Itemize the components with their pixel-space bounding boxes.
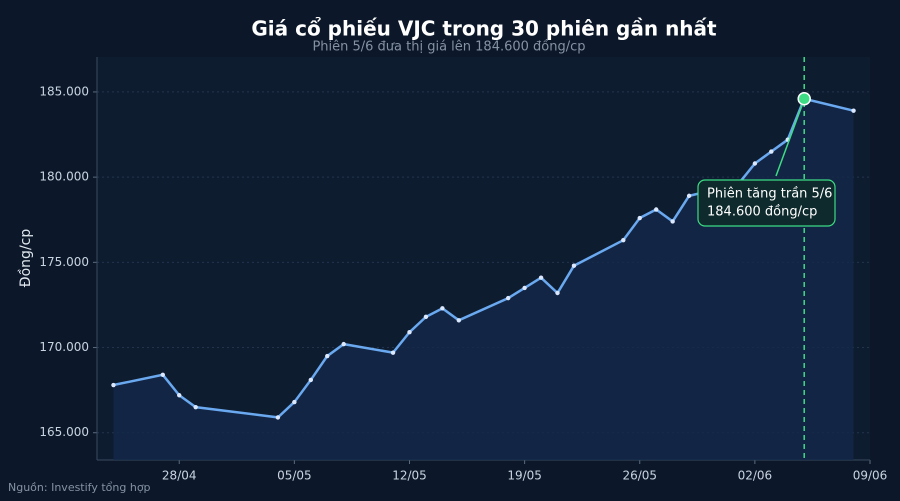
y-tick-label: 175.000: [39, 255, 89, 269]
annotation-text: Phiên tăng trần 5/6: [707, 187, 832, 202]
y-tick-label: 165.000: [39, 425, 89, 439]
point: [686, 193, 692, 199]
point: [111, 382, 116, 388]
point: [637, 215, 642, 221]
point: [275, 415, 281, 420]
point: [653, 207, 659, 212]
point: [769, 149, 774, 154]
point: [440, 306, 445, 311]
point: [456, 318, 462, 323]
annotation-arrow: [775, 104, 803, 177]
x-tick-label: 26/05: [622, 469, 657, 483]
point: [160, 372, 165, 377]
chart-title: Giá cổ phiếu VJC trong 30 phiên gần nhất: [251, 17, 717, 41]
x-tick-label: 02/06: [738, 469, 773, 483]
x-tick-label: 12/05: [392, 469, 427, 483]
point: [193, 404, 198, 410]
point: [538, 275, 544, 280]
point: [555, 290, 560, 296]
x-tick-label: 19/05: [507, 469, 542, 483]
point: [571, 263, 577, 268]
point: [407, 329, 412, 335]
point: [292, 399, 297, 405]
point: [505, 295, 511, 301]
annotation-box: [697, 179, 836, 227]
point: [341, 341, 346, 347]
point: [177, 393, 182, 398]
point: [325, 353, 330, 359]
point: [423, 314, 429, 320]
y-tick-label: 180.000: [39, 170, 89, 184]
chart-subtitle: Phiên 5/6 đưa thị giá lên 184.600 đồng/c…: [312, 40, 585, 55]
x-tick-label: 09/06: [853, 469, 888, 483]
highlight-point: [797, 91, 811, 106]
point: [752, 161, 758, 166]
point: [851, 108, 856, 113]
annotation-text: 184.600 đồng/cp: [707, 205, 817, 220]
point: [308, 377, 314, 383]
source: Nguồn: Investify tổng hợp: [8, 481, 151, 494]
point: [522, 285, 527, 291]
point: [390, 350, 396, 355]
x-tick-label: 28/04: [162, 469, 197, 483]
y-tick-label: 185.000: [39, 84, 89, 98]
point: [621, 237, 626, 243]
point: [670, 219, 675, 224]
y-tick-label: 170.000: [39, 340, 89, 354]
y-axis-label: Đồng/cp: [17, 229, 34, 288]
area: [113, 98, 854, 460]
x-tick-label: 05/05: [277, 469, 312, 483]
